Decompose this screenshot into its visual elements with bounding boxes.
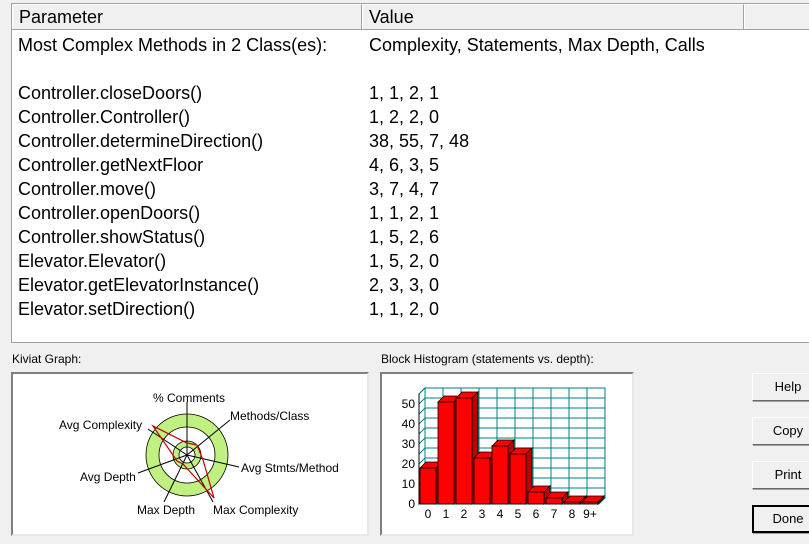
metrics-table[interactable]: Parameter Value Most Complex Methods in …	[11, 3, 809, 343]
cell-value: 1, 5, 2, 0	[369, 251, 440, 271]
cell-value: Complexity, Statements, Max Depth, Calls	[369, 35, 705, 55]
copy-button[interactable]: Copy	[752, 417, 809, 445]
table-row[interactable]: Elevator.setDirection() 1, 1, 2, 0	[12, 297, 809, 321]
table-row[interactable]: Controller.Controller() 1, 2, 2, 0	[12, 105, 809, 129]
cell-parameter: Elevator.Elevator()	[18, 251, 167, 271]
cell-value: 1, 2, 2, 0	[369, 107, 440, 127]
cell-parameter: Controller.openDoors()	[18, 203, 201, 223]
histogram-x-tick-label: 5	[515, 507, 522, 521]
cell-value: 1, 1, 2, 0	[369, 299, 440, 319]
histogram-x-tick-label: 3	[479, 507, 486, 521]
cell-parameter: Most Complex Methods in 2 Class(es):	[18, 35, 328, 55]
help-button[interactable]: Help	[752, 373, 809, 401]
column-header-value[interactable]: Value	[362, 4, 744, 29]
kiviat-title: Kiviat Graph:	[12, 352, 82, 366]
histogram-x-tick-label: 8	[569, 507, 576, 521]
histogram-gridline	[418, 437, 426, 445]
cell-parameter: Controller.move()	[18, 179, 157, 199]
histogram-x-tick-label: 7	[551, 507, 558, 521]
kiviat-axis-label: Avg Complexity	[59, 418, 142, 432]
block-histogram: 0 10 20 30 40 50 0 1 2 3 4 5 6 7 8 9+	[380, 372, 634, 536]
histogram-gridline	[418, 417, 426, 425]
table-row[interactable]: Controller.move() 3, 7, 4, 7	[12, 177, 809, 201]
histogram-bar	[527, 491, 545, 505]
table-row[interactable]: Controller.getNextFloor 4, 6, 3, 5	[12, 153, 809, 177]
table-header: Parameter Value	[12, 4, 809, 30]
cell-value: 1, 1, 2, 1	[369, 83, 440, 103]
kiviat-axis-label: Max Depth	[137, 503, 195, 517]
histogram-y-tick-label: 40	[402, 417, 416, 431]
column-header-empty	[744, 4, 809, 29]
cell-value: 3, 7, 4, 7	[369, 179, 440, 199]
kiviat-axis-label: Max Complexity	[213, 503, 298, 517]
table-row[interactable]: Controller.determineDirection() 38, 55, 7…	[12, 129, 809, 153]
histogram-x-tick-label: 0	[425, 507, 432, 521]
cell-value: 1, 1, 2, 1	[369, 203, 440, 223]
histogram-gridline	[418, 427, 426, 435]
cell-parameter: Controller.Controller()	[18, 107, 191, 127]
cell-value: 4, 6, 3, 5	[369, 155, 440, 175]
histogram-gridline	[418, 447, 426, 455]
histogram-gridline	[418, 407, 426, 415]
histogram-gridline	[418, 397, 426, 405]
histogram-bar	[509, 453, 527, 505]
kiviat-value-polygon	[151, 424, 215, 499]
histogram-bar	[473, 457, 491, 505]
histogram-bar	[491, 445, 509, 505]
histogram-bar	[419, 467, 437, 505]
table-row[interactable]: Controller.openDoors() 1, 1, 2, 1	[12, 201, 809, 225]
histogram-x-tick-label: 1	[443, 507, 450, 521]
histogram-y-tick-label: 50	[402, 397, 416, 411]
table-row[interactable]: Elevator.Elevator() 1, 5, 2, 0	[12, 249, 809, 273]
cell-value: 2, 3, 3, 0	[369, 275, 440, 295]
cell-parameter: Elevator.getElevatorInstance()	[18, 275, 260, 295]
histogram-bar	[545, 497, 563, 505]
histogram-bar	[581, 501, 599, 505]
histogram-bar	[563, 501, 581, 505]
kiviat-axes	[137, 402, 240, 503]
cell-parameter: Elevator.setDirection()	[18, 299, 196, 319]
cell-parameter: Controller.determineDirection()	[18, 131, 264, 151]
kiviat-axis-label: % Comments	[153, 391, 225, 405]
print-button[interactable]: Print	[752, 461, 809, 489]
kiviat-axis-label: Avg Depth	[80, 470, 136, 484]
kiviat-axis-label: Methods/Class	[230, 409, 309, 423]
table-row[interactable]: Controller.showStatus() 1, 5, 2, 6	[12, 225, 809, 249]
histogram-y-tick-label: 10	[402, 477, 416, 491]
cell-parameter: Controller.closeDoors()	[18, 83, 203, 103]
table-row-summary[interactable]: Most Complex Methods in 2 Class(es): Com…	[12, 33, 809, 57]
histogram-x-tick-label: 6	[533, 507, 540, 521]
kiviat-svg: % Comments Methods/Class Avg Stmts/Metho…	[59, 391, 339, 517]
histogram-x-tick-label: 2	[461, 507, 468, 521]
cell-value: 1, 5, 2, 6	[369, 227, 440, 247]
histogram-bar	[437, 401, 455, 505]
histogram-x-tick-label: 9+	[583, 507, 597, 521]
kiviat-axis-label: Avg Stmts/Method	[241, 461, 339, 475]
histogram-gridline	[418, 387, 426, 395]
histogram-y-tick-label: 20	[402, 457, 416, 471]
column-header-parameter[interactable]: Parameter	[12, 4, 362, 29]
histogram-title: Block Histogram (statements vs. depth):	[381, 352, 594, 366]
histogram-x-tick-label: 4	[497, 507, 504, 521]
histogram-y-tick-label: 30	[402, 437, 416, 451]
histogram-gridline	[418, 457, 426, 465]
table-row[interactable]: Controller.closeDoors() 1, 1, 2, 1	[12, 81, 809, 105]
table-row[interactable]: Elevator.getElevatorInstance() 2, 3, 3, 0	[12, 273, 809, 297]
cell-parameter: Controller.getNextFloor	[18, 155, 204, 175]
histogram-y-tick-label: 0	[408, 497, 415, 511]
histogram-bar	[455, 397, 473, 505]
cell-value: 38, 55, 7, 48	[369, 131, 470, 151]
kiviat-graph: % Comments Methods/Class Avg Stmts/Metho…	[11, 372, 369, 536]
cell-parameter: Controller.showStatus()	[18, 227, 206, 247]
done-button[interactable]: Done	[752, 505, 809, 533]
